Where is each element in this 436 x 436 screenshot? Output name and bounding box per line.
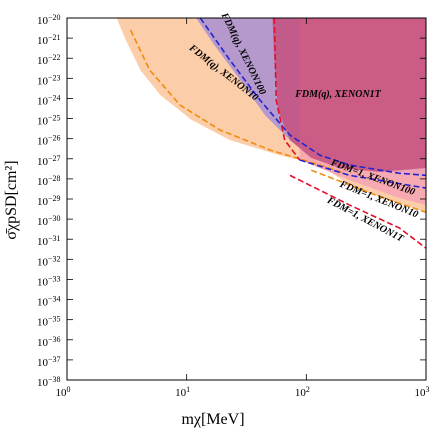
x-tick-label: 102 [295,385,310,399]
limit-line [273,18,301,161]
y-tick-label: 10−26 [37,134,61,148]
annotation: FDM(q), XENON1T [294,89,381,100]
x-axis-label: mχ[MeV] [181,411,244,428]
y-tick-label: 10−28 [37,174,61,188]
y-tick-label: 10−35 [37,315,61,329]
exclusion-region [272,18,426,173]
y-tick-label: 10−20 [37,13,61,27]
y-tick-label: 10−27 [37,154,61,168]
limit-line [199,18,426,177]
y-tick-label: 10−22 [37,53,61,67]
plot-area [116,18,426,249]
limit-line [299,159,426,189]
y-tick-label: 10−32 [37,254,61,268]
limit-line [311,169,426,213]
y-tick-label: 10−25 [37,114,61,128]
y-tick-label: 10−33 [37,274,61,288]
x-tick-label: 101 [175,385,190,399]
y-tick-label: 10−24 [37,93,61,107]
x-tick-label: 103 [415,385,430,399]
x-tick-label: 100 [56,385,71,399]
limit-line [289,174,426,249]
y-tick-label: 10−37 [37,355,61,369]
y-tick-label: 10−31 [37,234,61,248]
y-axis-label: σ̄χpSD[cm²] [3,160,20,239]
y-tick-label: 10−29 [37,194,61,208]
y-tick-label: 10−36 [37,335,61,349]
y-tick-label: 10−23 [37,73,61,87]
y-tick-label: 10−34 [37,295,61,309]
y-tick-label: 10−30 [37,214,61,228]
y-tick-label: 10−21 [37,33,61,47]
limit-line [129,29,346,175]
plot-frame [66,17,427,381]
